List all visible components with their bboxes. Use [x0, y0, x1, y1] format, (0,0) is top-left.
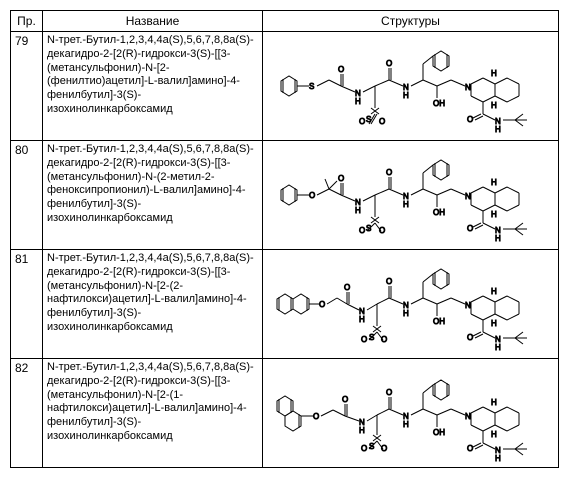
svg-text:S: S [309, 82, 314, 91]
svg-text:O: O [361, 444, 367, 453]
structure-svg-82: O O NH S OO O [271, 363, 551, 463]
svg-text:O: O [379, 226, 385, 235]
svg-text:H: H [495, 125, 501, 134]
svg-text:H: H [359, 426, 365, 435]
svg-text:O: O [386, 388, 392, 397]
svg-text:O: O [467, 224, 473, 233]
svg-text:O: O [344, 283, 350, 292]
svg-text:H: H [491, 210, 497, 219]
svg-text:OH: OH [433, 99, 445, 108]
row-structure: O O NH S OO O [263, 359, 559, 468]
svg-text:O: O [342, 395, 348, 404]
row-num: 79 [11, 32, 43, 141]
svg-text:O: O [379, 117, 385, 126]
row-name: N-трет.-Бутил-1,2,3,4,4a(S),5,6,7,8,8a(S… [43, 141, 263, 250]
header-num: Пр. [11, 11, 43, 32]
table-row: 82 N-трет.-Бутил-1,2,3,4,4a(S),5,6,7,8,8… [11, 359, 559, 468]
svg-text:N: N [465, 83, 471, 92]
svg-text:H: H [491, 69, 497, 78]
svg-text:O: O [359, 117, 365, 126]
row-structure: S O N H S O O O [263, 32, 559, 141]
svg-text:H: H [491, 178, 497, 187]
svg-text:H: H [403, 91, 409, 100]
compound-table: Пр. Название Структуры 79 N-трет.-Бутил-… [10, 10, 559, 468]
svg-text:H: H [355, 97, 361, 106]
svg-text:H: H [403, 309, 409, 318]
svg-text:S: S [366, 224, 371, 233]
svg-text:O: O [467, 115, 473, 124]
svg-text:OH: OH [433, 208, 445, 217]
structure-svg-79: S O N H S O O O [271, 36, 551, 136]
svg-text:O: O [338, 174, 344, 183]
table-row: 79 N-трет.-Бутил-1,2,3,4,4a(S),5,6,7,8,8… [11, 32, 559, 141]
table-row: 81 N-трет.-Бутил-1,2,3,4,4a(S),5,6,7,8,8… [11, 250, 559, 359]
svg-text:O: O [361, 335, 367, 344]
header-name: Название [43, 11, 263, 32]
svg-text:H: H [491, 430, 497, 439]
svg-text:H: H [359, 315, 365, 324]
svg-text:O: O [309, 191, 315, 200]
svg-text:O: O [386, 59, 392, 68]
svg-text:O: O [338, 65, 344, 74]
svg-text:O: O [467, 444, 473, 453]
svg-text:O: O [386, 168, 392, 177]
header-row: Пр. Название Структуры [11, 11, 559, 32]
row-name: N-трет.-Бутил-1,2,3,4,4a(S),5,6,7,8,8a(S… [43, 359, 263, 468]
svg-text:O: O [467, 333, 473, 342]
row-num: 80 [11, 141, 43, 250]
svg-text:H: H [495, 234, 501, 243]
row-num: 82 [11, 359, 43, 468]
row-structure: O O NH S OO O [263, 250, 559, 359]
svg-text:H: H [495, 343, 501, 352]
row-name: N-трет.-Бутил-1,2,3,4,4a(S),5,6,7,8,8a(S… [43, 250, 263, 359]
svg-text:S: S [366, 115, 371, 124]
svg-text:OH: OH [433, 428, 445, 437]
svg-text:O: O [381, 444, 387, 453]
header-struct: Структуры [263, 11, 559, 32]
svg-text:O: O [381, 335, 387, 344]
row-num: 81 [11, 250, 43, 359]
svg-text:H: H [495, 454, 501, 463]
svg-text:O: O [359, 226, 365, 235]
svg-text:H: H [491, 319, 497, 328]
svg-text:H: H [491, 101, 497, 110]
svg-text:H: H [403, 420, 409, 429]
svg-text:O: O [319, 300, 325, 309]
structure-svg-80: O O N H S O O [271, 145, 551, 245]
svg-text:N: N [465, 301, 471, 310]
svg-text:H: H [491, 398, 497, 407]
svg-text:N: N [465, 412, 471, 421]
svg-text:OH: OH [433, 317, 445, 326]
svg-text:O: O [313, 412, 319, 421]
row-name: N-трет.-Бутил-1,2,3,4,4a(S),5,6,7,8,8a(S… [43, 32, 263, 141]
row-structure: O O N H S O O [263, 141, 559, 250]
svg-text:H: H [355, 206, 361, 215]
table-row: 80 N-трет.-Бутил-1,2,3,4,4a(S),5,6,7,8,8… [11, 141, 559, 250]
svg-text:O: O [386, 277, 392, 286]
svg-text:H: H [403, 200, 409, 209]
svg-text:H: H [491, 287, 497, 296]
structure-svg-81: O O NH S OO O [271, 254, 551, 354]
svg-text:N: N [465, 192, 471, 201]
